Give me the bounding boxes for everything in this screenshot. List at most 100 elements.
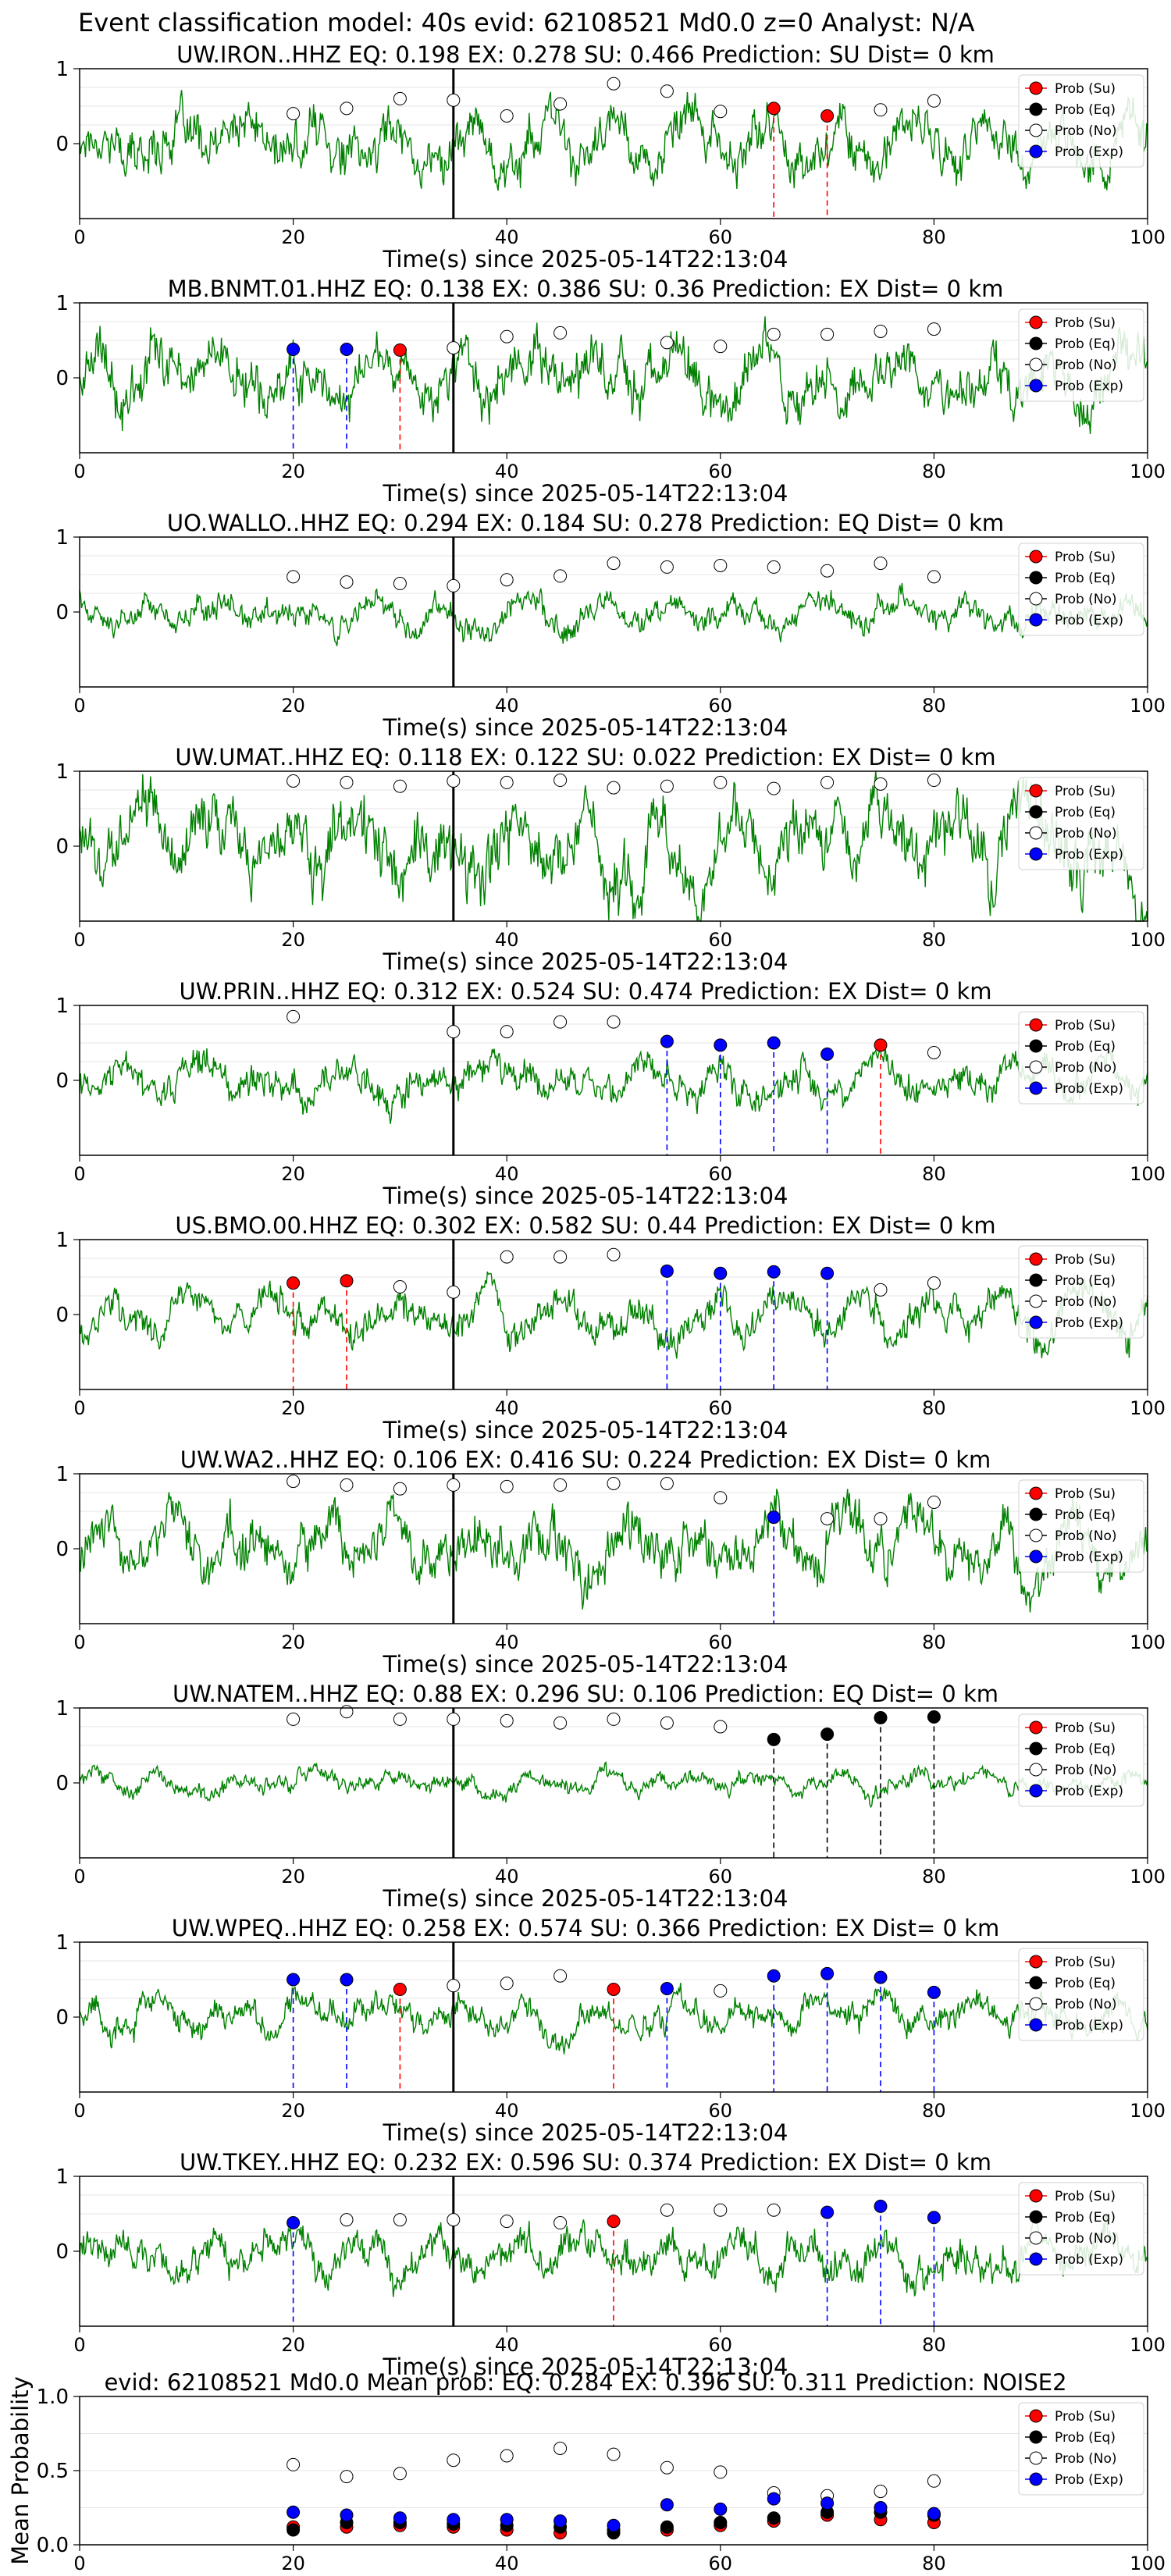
prob-marker-no — [874, 103, 888, 117]
x-tick-label: 100 — [1130, 1397, 1166, 1419]
station-panel-uw-iron-hhz: 0 20 40 60 80 100 0 1 UW.IRON..HHZ EQ: 0.198 EX:… — [55, 41, 1165, 272]
y-tick-label: 0 — [55, 2006, 69, 2030]
legend-box — [1018, 777, 1144, 870]
legend-label-su: Prob (Su) — [1055, 1486, 1116, 1502]
legend-marker-su — [1029, 315, 1043, 329]
x-tick-label: 40 — [495, 461, 519, 482]
legend-box — [1018, 2402, 1144, 2496]
x-tick-label: 40 — [495, 2553, 519, 2574]
x-tick-label: 100 — [1130, 1163, 1166, 1185]
mean-prob-point-exp — [927, 2507, 941, 2521]
legend-label-exp: Prob (Exp) — [1055, 2252, 1123, 2268]
prob-marker-no — [660, 560, 674, 574]
legend-marker-eq — [1029, 1273, 1043, 1287]
prob-marker-no — [500, 1025, 514, 1039]
x-tick-label: 0 — [73, 1397, 85, 1419]
legend-label-eq: Prob (Eq) — [1055, 336, 1116, 352]
prob-marker-no — [607, 557, 621, 571]
x-tick-label: 80 — [922, 2334, 946, 2356]
prob-marker-no — [767, 781, 781, 795]
x-axis-label: Time(s) since 2025-05-14T22:13:04 — [383, 1183, 788, 1209]
prob-marker-eq — [927, 1710, 941, 1724]
legend-marker-su — [1029, 1720, 1043, 1735]
x-tick-label: 0 — [73, 2100, 85, 2122]
x-tick-label: 60 — [709, 1163, 733, 1185]
x-axis-label: Time(s) since 2025-05-14T22:13:04 — [383, 246, 788, 272]
prob-marker-no — [447, 1712, 461, 1726]
prob-marker-no — [447, 93, 461, 107]
x-tick-label: 60 — [709, 929, 733, 951]
prob-marker-eq — [820, 1727, 835, 1742]
legend-marker-eq — [1029, 336, 1043, 350]
prob-marker-exp — [287, 343, 301, 357]
y-tick-label: 0 — [55, 367, 69, 390]
x-tick-label: 20 — [281, 1866, 305, 1888]
prob-marker-exp — [874, 1970, 888, 1984]
mean-prob-point-no — [553, 2442, 568, 2455]
prob-marker-no — [500, 1250, 514, 1264]
panel-title: UW.WPEQ..HHZ EQ: 0.258 EX: 0.574 SU: 0.3… — [172, 1915, 999, 1941]
prob-marker-no — [447, 341, 461, 355]
prob-marker-no — [927, 322, 941, 336]
legend-marker-su — [1029, 2409, 1043, 2423]
legend-label-eq: Prob (Eq) — [1055, 2430, 1116, 2446]
prob-marker-no — [927, 1276, 941, 1290]
x-tick-label: 0 — [73, 1866, 85, 1888]
legend-marker-no — [1029, 2451, 1043, 2465]
prob-marker-no — [553, 569, 568, 583]
legend-box — [1018, 1479, 1144, 1573]
legend-marker-no — [1029, 1060, 1043, 1074]
prob-marker-no — [607, 781, 621, 795]
panel-title: UO.WALLO..HHZ EQ: 0.294 EX: 0.184 SU: 0.… — [167, 510, 1004, 536]
legend-box — [1018, 543, 1144, 636]
legend-marker-exp — [1029, 847, 1043, 861]
prob-marker-no — [447, 2213, 461, 2227]
prob-marker-exp — [340, 1973, 354, 1987]
prob-marker-no — [500, 573, 514, 587]
x-tick-label: 100 — [1130, 2334, 1166, 2356]
x-tick-label: 0 — [73, 2334, 85, 2356]
y-tick-label: 0 — [55, 1304, 69, 1327]
mean-probability-panel: 0 20 40 60 80 100 0.0 0.5 1.0 evid: 62108521 Md0.… — [7, 2369, 1166, 2574]
prob-marker-no — [393, 1482, 407, 1496]
legend-label-eq: Prob (Eq) — [1055, 1273, 1116, 1289]
prob-marker-no — [500, 329, 514, 343]
prob-marker-no — [714, 2203, 728, 2217]
legend-label-su: Prob (Su) — [1055, 81, 1116, 97]
prob-marker-no — [927, 570, 941, 584]
mean-prob-point-no — [287, 2457, 301, 2471]
prob-marker-no — [660, 336, 674, 350]
prob-marker-no — [820, 327, 835, 341]
prob-marker-no — [447, 1478, 461, 1492]
prob-marker-no — [500, 1976, 514, 1991]
legend-label-su: Prob (Su) — [1055, 784, 1116, 799]
legend-label-exp: Prob (Exp) — [1055, 2472, 1123, 2488]
x-tick-label: 60 — [709, 695, 733, 717]
prob-marker-no — [660, 84, 674, 98]
x-tick-label: 80 — [922, 461, 946, 482]
x-tick-label: 20 — [281, 1631, 305, 1653]
x-tick-label: 40 — [495, 2100, 519, 2122]
prob-marker-no — [767, 560, 781, 574]
legend-box — [1018, 1011, 1144, 1105]
legend-label-eq: Prob (Eq) — [1055, 1507, 1116, 1523]
waveform-trace — [79, 582, 1148, 646]
y-tick-label: 1 — [55, 58, 69, 81]
legend-label-exp: Prob (Exp) — [1055, 379, 1123, 394]
y-tick-label: 0 — [55, 2240, 69, 2264]
x-tick-label: 0 — [73, 461, 85, 482]
legend-label-eq: Prob (Eq) — [1055, 2210, 1116, 2226]
prob-marker-no — [287, 107, 301, 121]
prob-marker-no — [553, 326, 568, 340]
prob-marker-no — [500, 2215, 514, 2229]
legend-label-no: Prob (No) — [1055, 1060, 1117, 1076]
legend-box — [1018, 74, 1144, 168]
legend-label-no: Prob (No) — [1055, 358, 1117, 373]
legend-box — [1018, 308, 1144, 402]
prob-marker-no — [927, 774, 941, 788]
legend-label-su: Prob (Su) — [1055, 1252, 1116, 1268]
prob-marker-su — [287, 1276, 301, 1290]
prob-marker-no — [393, 577, 407, 591]
station-panel-uw-wa2-hhz: 0 20 40 60 80 100 0 1 UW.WA2..HHZ EQ: 0.106 EX: … — [55, 1446, 1165, 1678]
legend-label-exp: Prob (Exp) — [1055, 144, 1123, 160]
